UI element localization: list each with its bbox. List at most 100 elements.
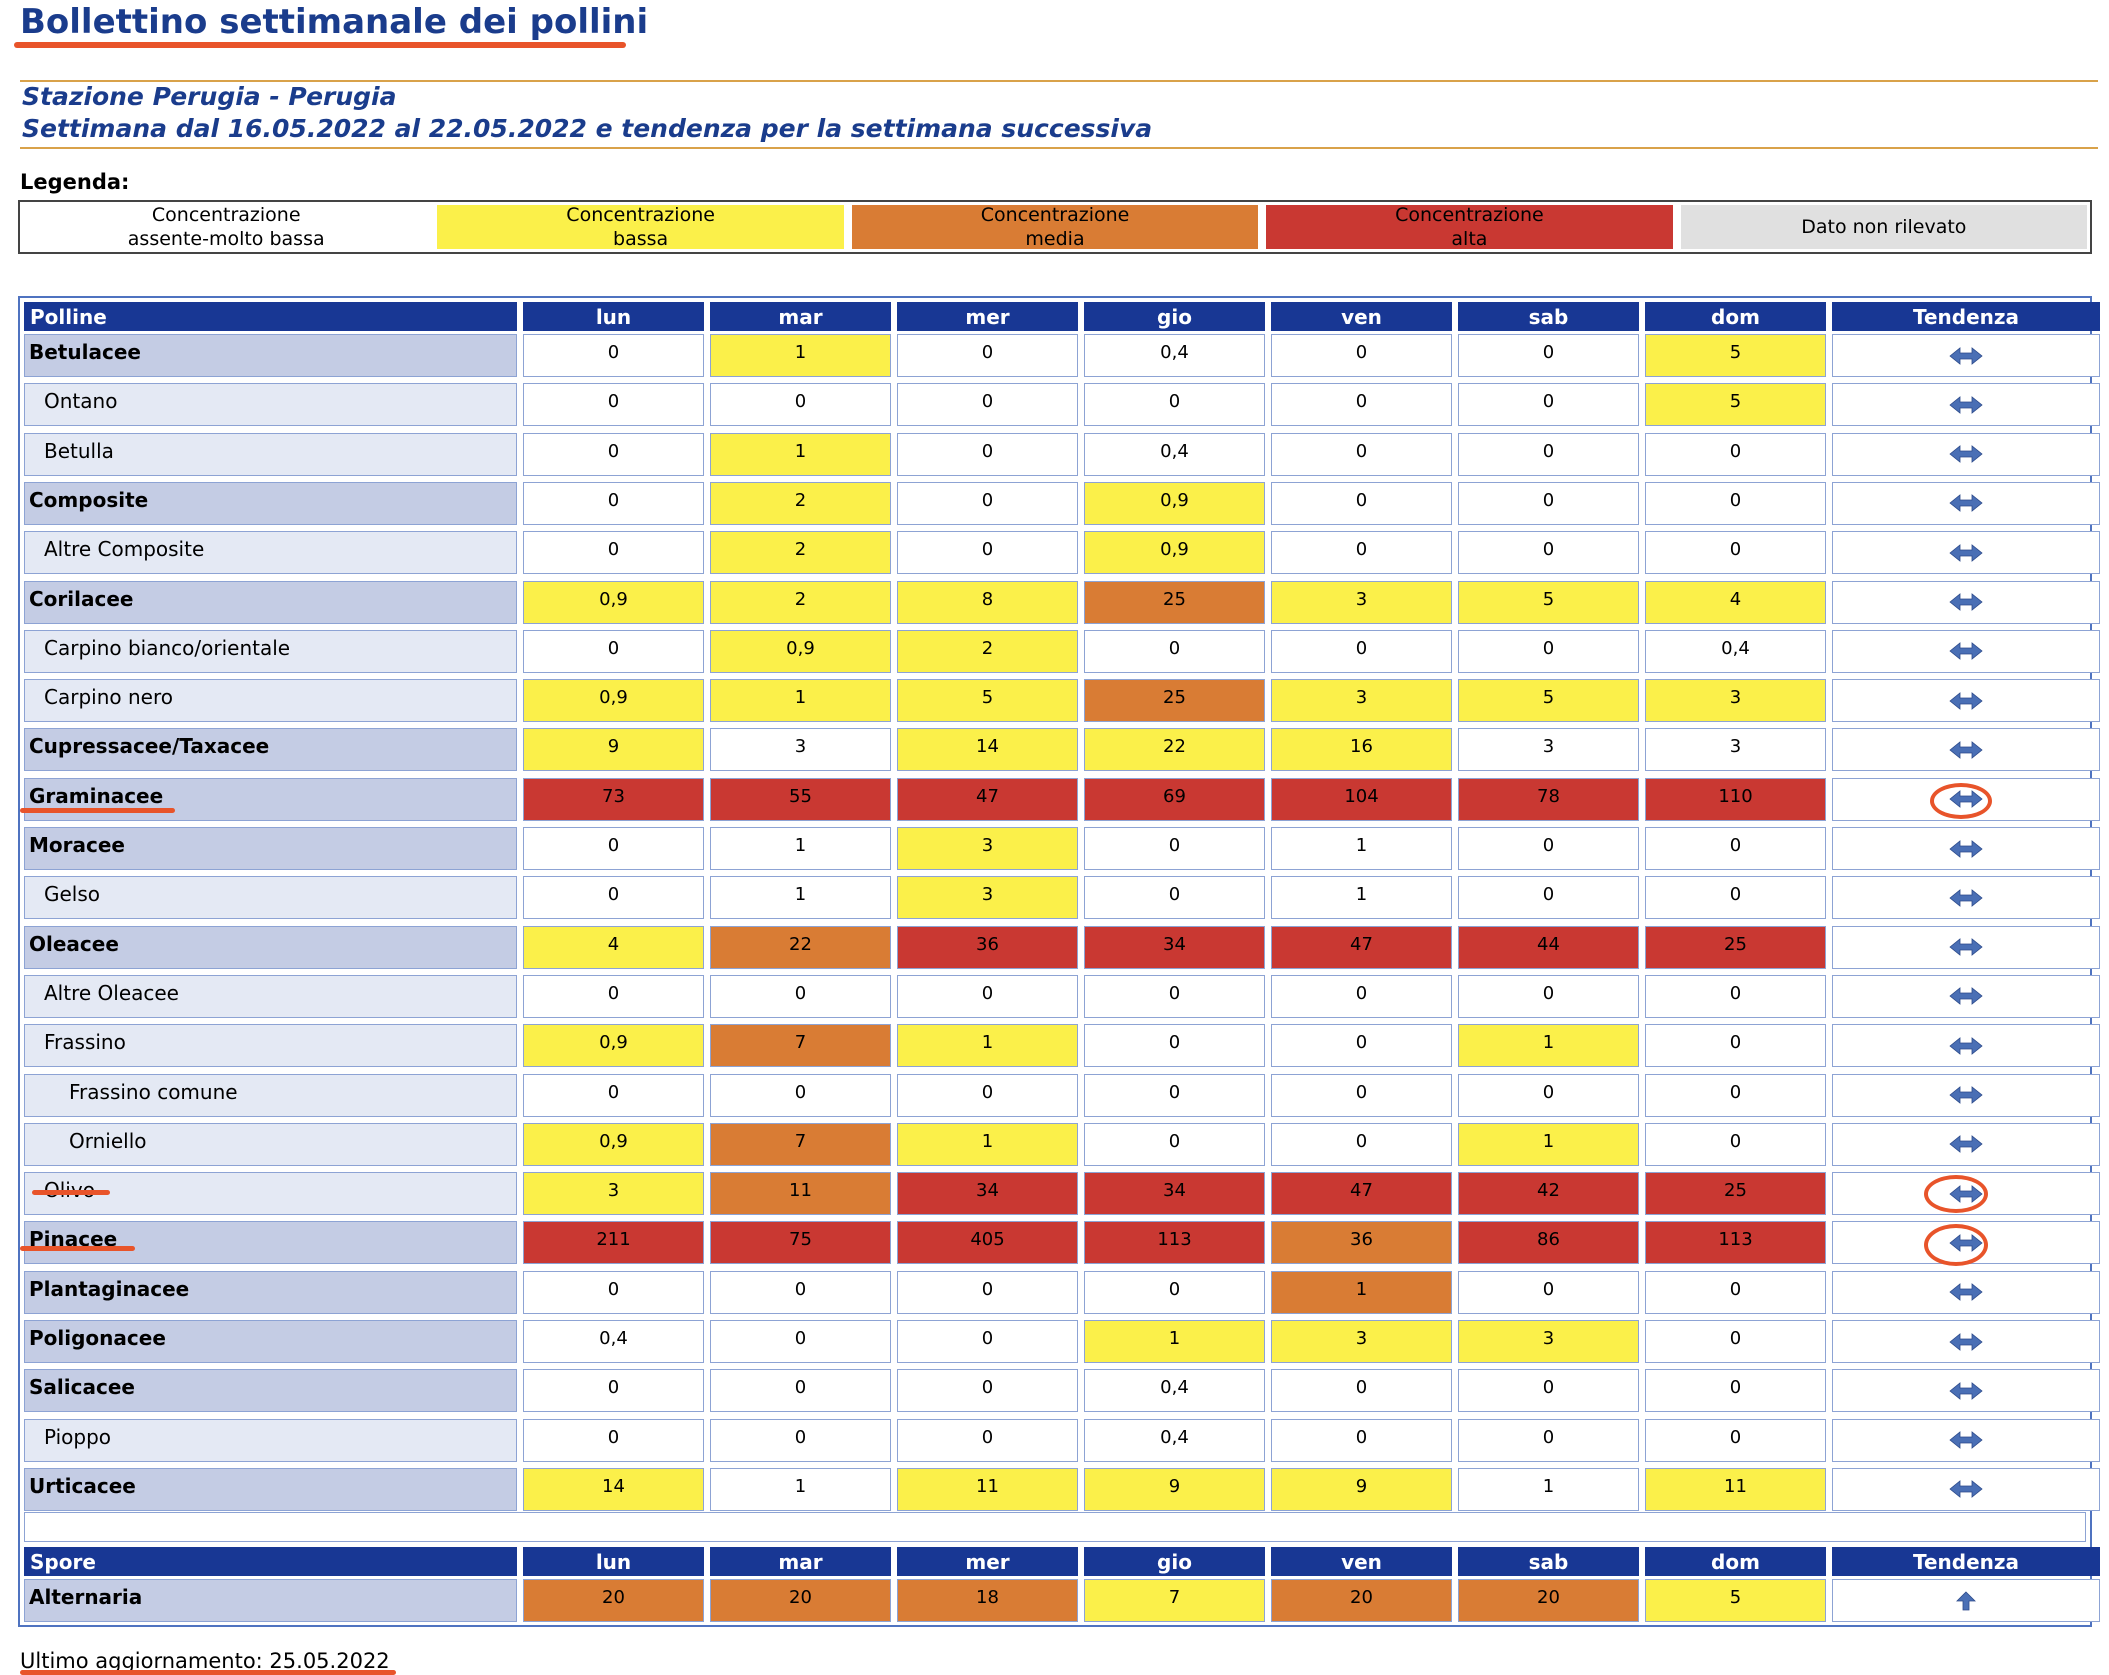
trend-cell xyxy=(1832,1418,2100,1462)
concentration-cell: 1 xyxy=(710,432,891,476)
double-arrow-left-right-icon xyxy=(1949,888,1983,907)
concentration-cell: 75 xyxy=(710,1221,891,1265)
column-header: mer xyxy=(897,302,1078,331)
concentration-cell: 22 xyxy=(1084,728,1265,772)
pollen-name: Gelso xyxy=(24,876,517,920)
legend-item: Concentrazione assente-molto bassa xyxy=(23,204,430,250)
concentration-cell: 0 xyxy=(1458,1073,1639,1117)
concentration-cell: 0 xyxy=(897,481,1078,525)
pollen-name: Betulla xyxy=(24,432,517,476)
concentration-cell: 3 xyxy=(1271,679,1452,723)
concentration-cell: 0 xyxy=(1645,827,1826,870)
concentration-cell: 0 xyxy=(523,876,704,920)
concentration-cell: 34 xyxy=(1084,925,1265,969)
concentration-cell: 9 xyxy=(523,728,704,772)
trend-cell xyxy=(1832,925,2100,969)
concentration-cell: 1 xyxy=(710,334,891,377)
pollen-name: Poligonacee xyxy=(24,1320,517,1363)
concentration-cell: 0 xyxy=(1271,1369,1452,1413)
column-header: Tendenza xyxy=(1832,1547,2100,1576)
concentration-cell: 0 xyxy=(523,432,704,476)
concentration-cell: 0 xyxy=(523,1270,704,1314)
concentration-cell: 9 xyxy=(1084,1467,1265,1511)
concentration-cell: 0 xyxy=(1645,1369,1826,1413)
concentration-cell: 3 xyxy=(523,1172,704,1216)
concentration-cell: 0 xyxy=(1271,481,1452,525)
trend-cell xyxy=(1832,876,2100,920)
concentration-cell: 1 xyxy=(1271,876,1452,920)
concentration-cell: 5 xyxy=(1645,383,1826,427)
concentration-cell: 104 xyxy=(1271,777,1452,821)
column-header: lun xyxy=(523,302,704,331)
double-arrow-left-right-icon xyxy=(1949,938,1983,956)
concentration-cell: 0 xyxy=(1645,876,1826,920)
table-row: Pioppo 0 0 0 0,4 0 0 0 xyxy=(24,1418,2100,1462)
pollen-name: Plantaginacee xyxy=(24,1270,517,1314)
pollen-table: Polline lun mar mer gio ven sab dom Tendenza Betu… xyxy=(18,296,2100,1627)
concentration-cell: 5 xyxy=(1645,1579,1826,1622)
concentration-cell: 25 xyxy=(1084,580,1265,624)
legend-label: Legenda: xyxy=(20,170,130,194)
annotation-underline-pinacee xyxy=(20,1246,135,1251)
double-arrow-left-right-icon xyxy=(1949,494,1983,513)
concentration-cell: 25 xyxy=(1645,1172,1826,1216)
concentration-cell: 0 xyxy=(1645,531,1826,575)
concentration-cell: 42 xyxy=(1458,1172,1639,1216)
concentration-cell: 5 xyxy=(1458,679,1639,723)
concentration-cell: 1 xyxy=(710,1467,891,1511)
concentration-cell: 0 xyxy=(897,974,1078,1018)
double-arrow-left-right-icon xyxy=(1949,1332,1983,1351)
table-header-row: Polline lun mar mer gio ven sab dom Tendenza xyxy=(24,302,2100,331)
trend-cell xyxy=(1832,432,2100,476)
concentration-cell: 0 xyxy=(1271,334,1452,377)
concentration-cell: 0,4 xyxy=(1084,1418,1265,1462)
column-header: sab xyxy=(1458,302,1639,331)
legend-item: Dato non rilevato xyxy=(1680,205,2088,249)
pollen-name: Altre Composite xyxy=(24,531,517,575)
concentration-cell: 0 xyxy=(1084,1270,1265,1314)
pollen-name: Corilacee xyxy=(24,580,517,624)
column-header: lun xyxy=(523,1547,704,1576)
concentration-cell: 47 xyxy=(1271,925,1452,969)
double-arrow-left-right-icon xyxy=(1949,543,1983,562)
concentration-cell: 0 xyxy=(1084,1024,1265,1068)
concentration-cell: 34 xyxy=(1084,1172,1265,1216)
pollen-name: Frassino xyxy=(24,1024,517,1068)
concentration-cell: 1 xyxy=(710,876,891,920)
concentration-cell: 2 xyxy=(710,481,891,525)
concentration-cell: 1 xyxy=(897,1024,1078,1068)
table-row: Betulacee 0 1 0 0,4 0 0 5 xyxy=(24,334,2100,377)
station-name: Stazione Perugia - Perugia xyxy=(22,82,397,111)
concentration-cell: 113 xyxy=(1645,1221,1826,1265)
concentration-cell: 0 xyxy=(1645,481,1826,525)
concentration-cell: 0 xyxy=(897,383,1078,427)
trend-cell xyxy=(1832,531,2100,575)
concentration-cell: 0 xyxy=(897,1270,1078,1314)
concentration-cell: 0 xyxy=(1645,1270,1826,1314)
pollen-name: Oleacee xyxy=(24,925,517,969)
concentration-cell: 0 xyxy=(523,481,704,525)
table-row: Altre Oleacee 0 0 0 0 0 0 0 xyxy=(24,974,2100,1018)
pollen-name: Betulacee xyxy=(24,334,517,377)
concentration-cell: 3 xyxy=(1271,580,1452,624)
concentration-cell: 110 xyxy=(1645,777,1826,821)
concentration-cell: 0 xyxy=(523,383,704,427)
column-header: mar xyxy=(710,1547,891,1576)
pollen-name: Alternaria xyxy=(24,1579,517,1622)
concentration-cell: 0 xyxy=(1458,531,1639,575)
concentration-cell: 1 xyxy=(1458,1024,1639,1068)
column-header: gio xyxy=(1084,302,1265,331)
double-arrow-left-right-icon xyxy=(1949,1480,1983,1499)
column-header: Polline xyxy=(24,302,517,331)
concentration-cell: 3 xyxy=(710,728,891,772)
concentration-cell: 0 xyxy=(897,1320,1078,1363)
concentration-cell: 73 xyxy=(523,777,704,821)
double-arrow-left-right-icon xyxy=(1949,445,1983,463)
concentration-cell: 0 xyxy=(1084,1122,1265,1166)
concentration-cell: 0 xyxy=(1084,827,1265,870)
concentration-cell: 1 xyxy=(710,679,891,723)
concentration-cell: 0 xyxy=(523,629,704,673)
concentration-cell: 0 xyxy=(1645,1320,1826,1363)
concentration-cell: 0 xyxy=(1458,1418,1639,1462)
concentration-cell: 0,9 xyxy=(523,580,704,624)
